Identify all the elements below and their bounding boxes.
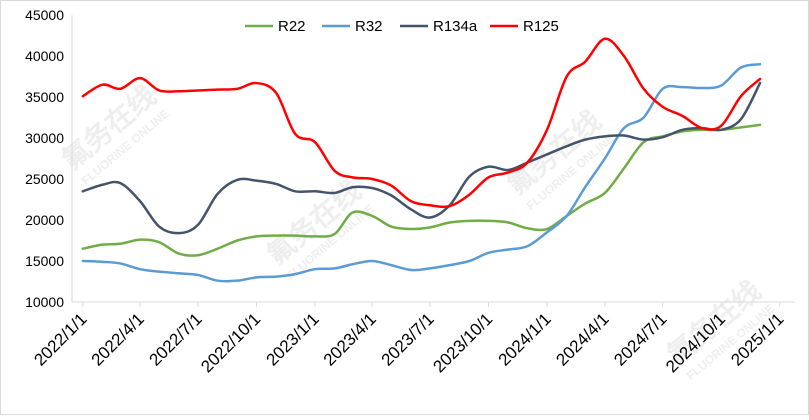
y-tick-labels: 10000 15000 20000 25000 30000 35000 40000 45000 [25,7,64,310]
series-line-r134a [81,81,762,235]
series-line-r22 [81,123,762,257]
series-line-r32 [81,62,762,283]
y-tick-label: 15000 [25,253,64,269]
series-lines [81,37,762,283]
legend-label-r134a: R134a [433,18,478,35]
legend: R22 R32 R134a R125 [245,18,559,35]
y-tick-label: 20000 [25,212,64,228]
y-tick-label: 40000 [25,48,64,64]
axes [71,15,795,307]
legend-label-r32: R32 [355,18,383,35]
series-line-r125 [81,37,762,209]
y-tick-label: 35000 [25,89,64,105]
legend-label-r125: R125 [523,18,559,35]
y-tick-label: 45000 [25,7,64,23]
y-tick-label: 10000 [25,294,64,310]
legend-label-r22: R22 [278,18,306,35]
y-tick-label: 25000 [25,171,64,187]
y-tick-label: 30000 [25,130,64,146]
